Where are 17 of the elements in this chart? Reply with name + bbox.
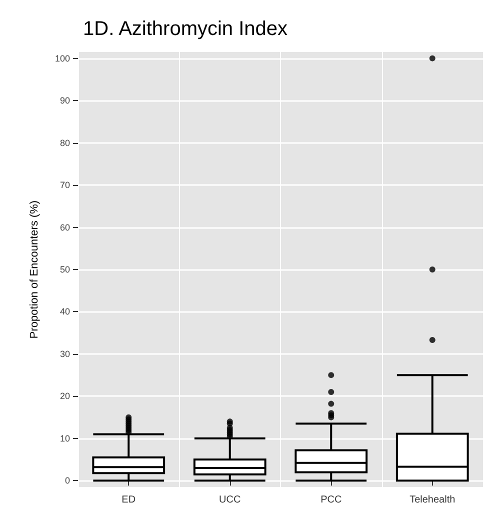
x-tick-label: Telehealth <box>410 494 456 506</box>
x-tick-label: PCC <box>320 494 342 506</box>
y-tick-label: 100 <box>54 53 70 64</box>
y-axis-title: Propotion of Encounters (%) <box>28 200 40 339</box>
y-tick-label: 30 <box>60 348 70 359</box>
chart-title: 1D. Azithromycin Index <box>83 18 288 40</box>
y-tick-label: 60 <box>60 222 70 232</box>
y-tick-label: 80 <box>60 138 70 148</box>
x-tick-label: ED <box>122 494 136 506</box>
y-tick-label: 0 <box>64 476 70 486</box>
x-tick-label: UCC <box>219 494 241 506</box>
y-tick-label: 90 <box>60 96 70 106</box>
y-tick-label: 20 <box>60 391 70 402</box>
y-tick-label: 50 <box>60 264 70 274</box>
y-tick-label: 40 <box>60 306 70 317</box>
y-tick-label: 70 <box>60 180 70 190</box>
y-tick-label: 10 <box>60 433 70 444</box>
